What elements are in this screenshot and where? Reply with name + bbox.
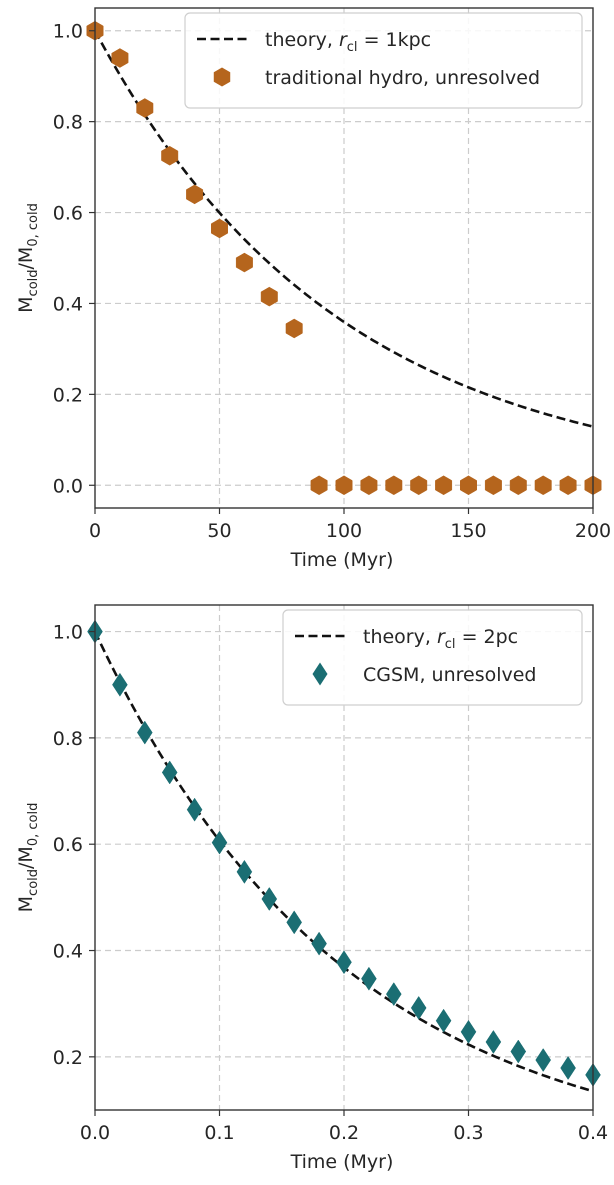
legend-frame: [184, 12, 583, 109]
data-point: [410, 475, 428, 496]
data-point: [386, 982, 402, 1007]
legend-theory-sub: cl: [445, 637, 456, 652]
legend-theory-post: = 1kpc: [358, 29, 432, 51]
theory-line: [93, 30, 594, 428]
y-label-sub2: 0, cold: [26, 803, 41, 847]
data-point: [211, 830, 228, 855]
x-axis-label: Time (Myr): [290, 1151, 394, 1173]
data-point: [136, 98, 154, 118]
x-tick-label: 100: [326, 520, 362, 542]
data-point: [236, 859, 253, 884]
y-label-sub2: 0, cold: [26, 203, 41, 247]
legend-theory-post: = 2pc: [456, 626, 519, 648]
y-tick-label: 0.2: [53, 384, 83, 406]
legend-theory-math: r: [437, 626, 446, 648]
x-tick-label: 0.0: [80, 1122, 110, 1144]
data-point: [484, 475, 502, 496]
data-point: [560, 1056, 576, 1080]
data-point: [260, 286, 278, 307]
data-point: [161, 760, 178, 785]
y-tick-label: 0.6: [53, 834, 83, 856]
legend-theory-label: theory, rcl = 2pc: [363, 626, 518, 652]
y-tick-label: 0.8: [53, 112, 83, 134]
y-axis-label: Mcold/M0, cold: [15, 203, 41, 313]
data-point: [385, 475, 403, 496]
chart-panel-1: 0 50 100 150 200 0.0 0.2 0.4 0.6 0.8 1.0 Time (Myr)…: [15, 7, 611, 571]
y-label-main: M: [15, 896, 37, 912]
data-point: [535, 1048, 551, 1072]
data-point: [336, 950, 352, 975]
y-axis-label: Mcold/M0, cold: [15, 803, 41, 913]
y-tick-label: 1.0: [53, 21, 83, 43]
data-point: [534, 475, 552, 496]
y-tick-label: 0.4: [53, 941, 83, 963]
data-point: [361, 966, 377, 991]
x-tick-label: 50: [207, 520, 231, 542]
y-label-sub: cold: [26, 269, 41, 296]
y-label-sub: cold: [26, 869, 41, 896]
data-point: [285, 318, 303, 339]
legend-theory-label: theory, rcl = 1kpc: [265, 29, 431, 55]
legend: theory, rcl = 1kpc traditional hydro, unr…: [184, 12, 583, 109]
legend-marker: [213, 67, 231, 87]
data-point: [186, 184, 204, 205]
x-tick-label: 200: [575, 520, 611, 542]
data-point: [161, 145, 179, 166]
data-point: [211, 218, 228, 239]
legend-marker: [312, 662, 328, 686]
x-tick-label: 0.1: [204, 1122, 234, 1144]
y-label-main: M: [15, 296, 37, 312]
data-point: [485, 1030, 502, 1054]
legend-theory-pre: theory,: [265, 29, 339, 51]
x-tick-label: 150: [450, 520, 486, 542]
legend: theory, rcl = 2pc CGSM, unresolved: [282, 609, 583, 706]
data-point: [111, 48, 129, 68]
y-tick-label: 0.0: [53, 475, 83, 497]
data-point: [559, 475, 577, 496]
y-tick-label: 0.2: [53, 1047, 83, 1069]
legend-theory-pre: theory,: [363, 626, 437, 648]
data-point: [509, 475, 527, 496]
data-point: [410, 995, 427, 1020]
y-label-sep: /M: [15, 247, 37, 270]
legend-theory-sub: cl: [347, 40, 358, 55]
y-tick-label: 1.0: [53, 622, 83, 644]
data-point: [310, 475, 328, 496]
x-axis-label: Time (Myr): [290, 549, 394, 571]
data-point: [360, 475, 378, 496]
data-point: [435, 1008, 452, 1033]
y-tick-label: 0.6: [53, 203, 83, 225]
x-tick-label: 0.4: [578, 1122, 608, 1144]
data-point: [261, 887, 278, 911]
x-tick-label: 0.3: [453, 1122, 483, 1144]
data-point: [112, 672, 128, 697]
data-point: [435, 475, 453, 496]
data-point: [510, 1039, 527, 1064]
legend-series-label: CGSM, unresolved: [363, 664, 537, 686]
legend-frame: [282, 609, 583, 706]
data-point: [235, 252, 253, 273]
data-point: [186, 797, 203, 822]
data-point: [460, 475, 477, 496]
x-tick-label: 0.2: [329, 1122, 359, 1144]
y-tick-label: 0.4: [53, 293, 83, 315]
data-point: [460, 1019, 477, 1044]
data-point: [286, 910, 302, 935]
chart-panel-2: 0.0 0.1 0.2 0.3 0.4 0.2 0.4 0.6 0.8 1.0 Time (Myr)…: [15, 604, 608, 1173]
y-tick-label: 0.8: [53, 728, 83, 750]
data-point: [335, 475, 353, 496]
y-label-sep: /M: [15, 846, 37, 869]
data-point: [311, 931, 327, 956]
legend-series-label: traditional hydro, unresolved: [265, 67, 540, 89]
legend-theory-math: r: [339, 29, 348, 51]
data-point: [137, 720, 153, 745]
x-tick-label: 0: [89, 520, 101, 542]
